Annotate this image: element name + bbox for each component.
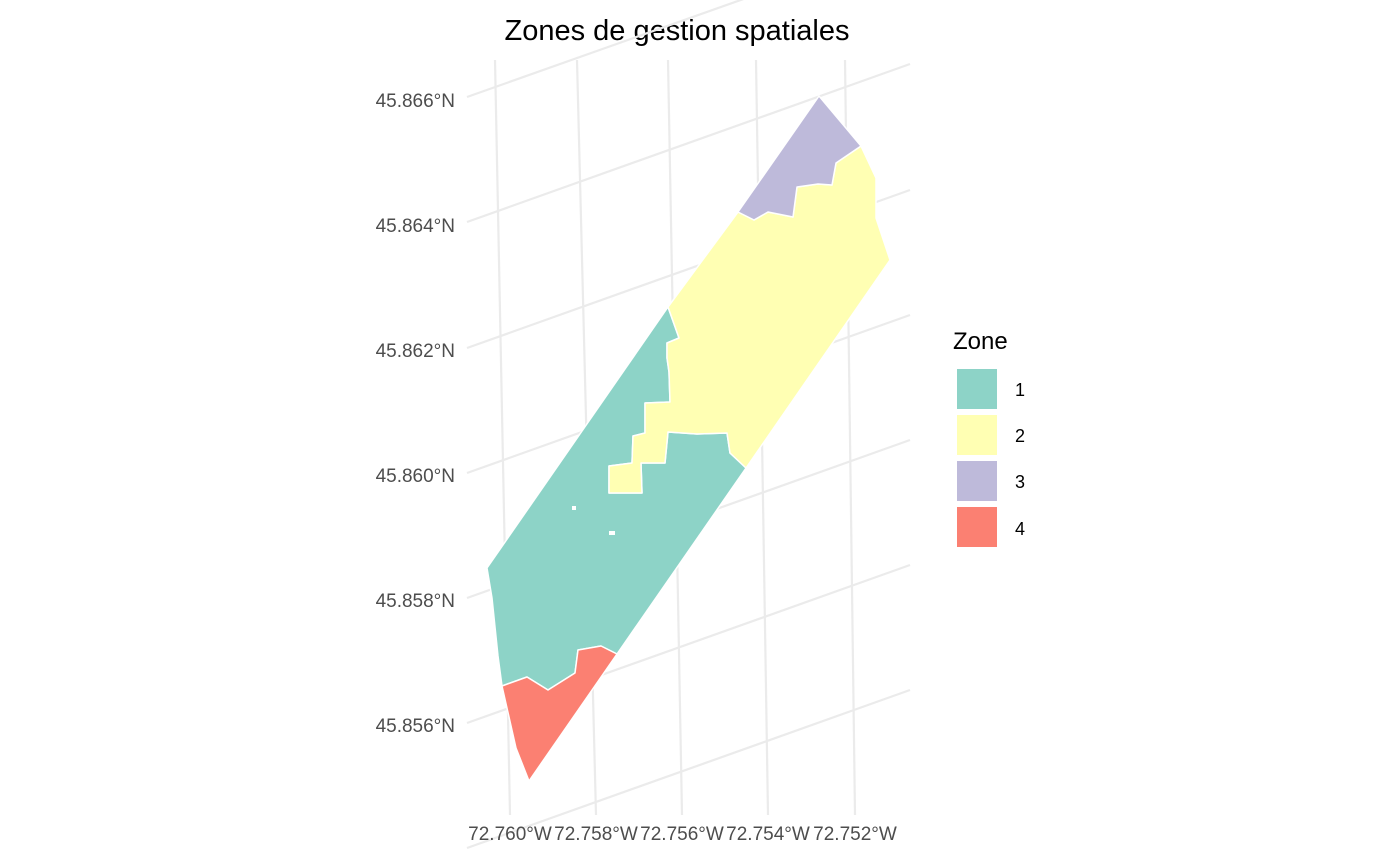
legend: Zone 1 2 3 4	[953, 328, 1025, 547]
latitude-tick-label: 45.866°N	[376, 91, 455, 112]
latitude-tick-label: 45.860°N	[376, 466, 455, 487]
latitude-line-45-864	[466, 62, 911, 224]
legend-label-zone-2: 2	[1015, 426, 1025, 446]
longitude-tick-label: 72.754°W	[726, 824, 810, 845]
zone-3-polygon	[737, 95, 862, 221]
legend-swatch-zone-4	[957, 507, 997, 547]
zone-4-polygon	[501, 645, 618, 782]
zone-polygons	[486, 95, 891, 782]
legend-title: Zone	[953, 328, 1008, 355]
latitude-tick-label: 45.856°N	[376, 716, 455, 737]
latitude-line-45-854	[466, 688, 911, 850]
legend-label-zone-4: 4	[1015, 519, 1025, 539]
longitude-tick-label: 72.752°W	[813, 824, 897, 845]
zone-1-hole	[572, 506, 576, 510]
latitude-line-45-866	[466, 0, 744, 99]
latitude-tick-label: 45.862°N	[376, 341, 455, 362]
zone-1-hole	[609, 531, 615, 535]
legend-swatch-zone-2	[957, 415, 997, 455]
longitude-tick-label: 72.758°W	[554, 824, 638, 845]
longitude-tick-label: 72.756°W	[640, 824, 724, 845]
legend-label-zone-1: 1	[1015, 380, 1025, 400]
latitude-axis: 45.866°N 45.864°N 45.862°N 45.860°N 45.8…	[376, 91, 455, 737]
longitude-axis: 72.760°W 72.758°W 72.756°W 72.754°W 72.7…	[468, 824, 897, 845]
legend-swatch-zone-1	[957, 369, 997, 409]
latitude-tick-label: 45.864°N	[376, 216, 455, 237]
map-title: Zones de gestion spatiales	[505, 15, 850, 47]
latitude-tick-label: 45.858°N	[376, 591, 455, 612]
longitude-tick-label: 72.760°W	[468, 824, 552, 845]
legend-label-zone-3: 3	[1015, 472, 1025, 492]
legend-swatch-zone-3	[957, 461, 997, 501]
